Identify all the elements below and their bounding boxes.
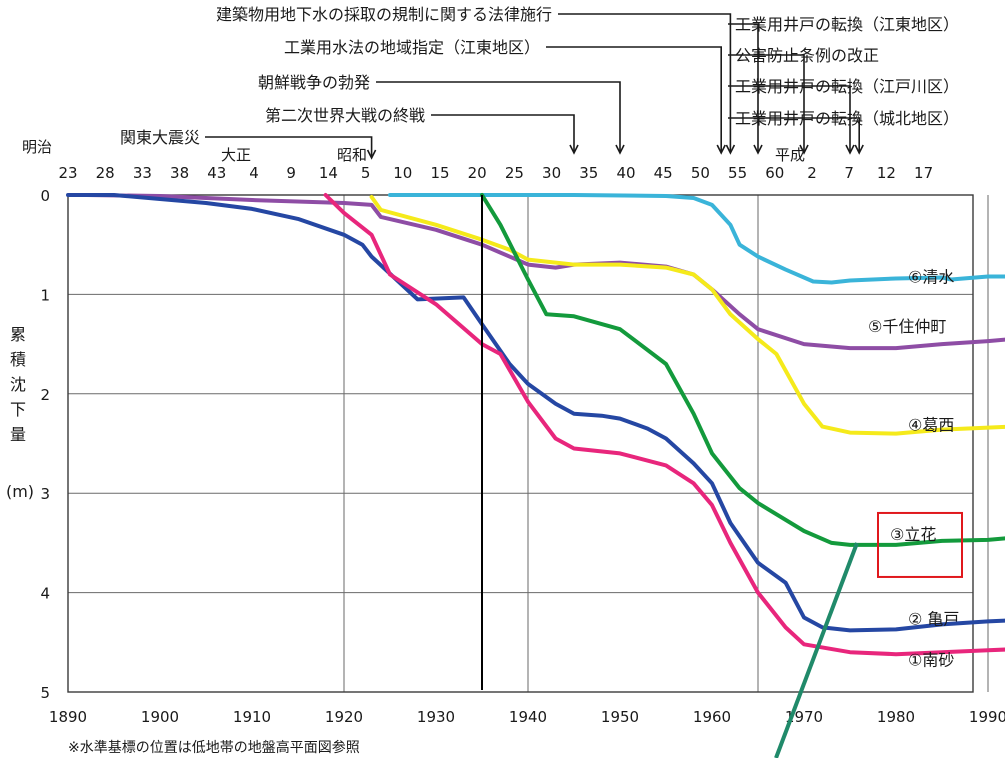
- event-arrow: [205, 136, 373, 156]
- era-tick-label: 15: [430, 164, 449, 182]
- era-tick-label: 38: [170, 164, 189, 182]
- event-arrow: [546, 46, 722, 152]
- event-arrow: [376, 81, 621, 152]
- event-arrowhead: [753, 144, 763, 155]
- era-name-label: 昭和: [337, 146, 367, 164]
- x-tick-label: 1930: [417, 708, 455, 726]
- y-axis-label-char: 量: [10, 425, 26, 444]
- event-label: 工業用水法の地域指定（江東地区）: [284, 38, 540, 57]
- event-label: 公害防止条例の改正: [735, 46, 879, 65]
- y-axis-label-char: 積: [10, 350, 26, 369]
- highlight-box: [877, 511, 963, 578]
- era-tick-label: 33: [133, 164, 152, 182]
- y-tick-label: 3: [40, 485, 50, 503]
- era-tick-label: 35: [579, 164, 598, 182]
- era-tick-label: 25: [505, 164, 524, 182]
- x-tick-label: 1900: [141, 708, 179, 726]
- series-label: ⑤千住仲町: [868, 317, 946, 336]
- series-line: [388, 193, 1005, 285]
- event-arrow: [728, 117, 860, 152]
- series-labels: ⑥清水 ⑤千住仲町 ④葛西 ③立花 ② 亀戸 ①南砂: [868, 268, 963, 669]
- event-arrow: [728, 54, 805, 152]
- series-line: [369, 195, 1005, 436]
- event-label: 朝鮮戦争の勃発: [258, 73, 370, 92]
- series-label: ② 亀戸: [908, 609, 959, 628]
- y-axis-label-char: 下: [10, 400, 26, 419]
- event-label: 工業用井戸の転換（江東地区）: [735, 15, 959, 34]
- x-axis: 1890 1900 1910 1920 1930 1940 1950 1960 1970 1980…: [49, 708, 1005, 726]
- era-tick-label: 20: [468, 164, 487, 182]
- event-label: 関東大震災: [120, 128, 200, 147]
- y-axis-unit: (m): [6, 482, 34, 501]
- era-tick-label: 60: [765, 164, 784, 182]
- grid: [68, 194, 989, 693]
- series-label: ④葛西: [908, 416, 954, 435]
- era-tick-label: 23: [58, 164, 77, 182]
- event-arrowhead: [725, 144, 736, 155]
- event-arrowhead: [716, 144, 726, 155]
- era-tick-label: 28: [96, 164, 115, 182]
- footnote: ※水準基標の位置は低地帯の地盤高平面図参照: [68, 739, 360, 756]
- era-tick-label: 43: [207, 164, 226, 182]
- event-arrowhead: [845, 144, 855, 155]
- event-arrowhead: [615, 144, 625, 155]
- era-tick-label: 40: [616, 164, 635, 182]
- era-tick-label: 17: [914, 164, 933, 182]
- series-line: [66, 193, 1005, 633]
- y-tick-label: 0: [40, 187, 50, 205]
- era-tick-label: 9: [286, 164, 296, 182]
- series-label: ⑥清水: [908, 268, 954, 287]
- y-tick-label: 5: [40, 684, 50, 702]
- era-tick-label: 4: [249, 164, 259, 182]
- era-tick-label: 10: [393, 164, 412, 182]
- series-line: [480, 193, 1005, 547]
- x-tick-label: 1990: [969, 708, 1005, 726]
- x-tick-label: 1910: [233, 708, 271, 726]
- era-axis: 明治 23 28 33 38 43 4 9 14 5 10 15 20 25 30 35 40 45 50 55 60 2…: [22, 138, 933, 182]
- event-arrowhead: [799, 144, 809, 155]
- series-lines: [66, 193, 1005, 657]
- event-arrow: [728, 85, 851, 152]
- era-tick-label: 55: [728, 164, 747, 182]
- x-tick-label: 1960: [693, 708, 731, 726]
- y-tick-label: 4: [40, 585, 50, 603]
- event-annotations: 関東大震災 第二次世界大戦の終戦 朝鮮戦争の勃発 工業用水法の地域指定（江東地区） 建築…: [120, 5, 959, 160]
- event-label: 建築物用地下水の採取の規制に関する法律施行: [216, 5, 552, 24]
- y-tick-label: 2: [40, 386, 50, 404]
- era-tick-label: 50: [691, 164, 710, 182]
- event-arrowhead: [854, 144, 864, 155]
- event-arrowhead: [569, 144, 579, 155]
- era-tick-label: 5: [361, 164, 371, 182]
- era-tick-label: 12: [877, 164, 896, 182]
- x-tick-label: 1940: [509, 708, 547, 726]
- event-arrow: [431, 114, 575, 152]
- era-name-label: 大正: [221, 146, 251, 164]
- series-label: ①南砂: [908, 650, 954, 669]
- plot-frame: [67, 194, 974, 693]
- x-tick-label: 1950: [601, 708, 639, 726]
- series-line: [323, 193, 1005, 657]
- era-tick-label: 7: [844, 164, 854, 182]
- x-tick-label: 1980: [877, 708, 915, 726]
- y-axis-label-char: 沈: [10, 375, 26, 394]
- era-tick-label: 14: [319, 164, 338, 182]
- y-tick-label: 1: [40, 286, 50, 304]
- era-tick-label: 30: [542, 164, 561, 182]
- y-axis-label-char: 累: [10, 325, 26, 344]
- event-label: 第二次世界大戦の終戦: [265, 106, 425, 125]
- era-tick-label: 2: [807, 164, 817, 182]
- event-arrowhead: [366, 149, 377, 160]
- x-tick-label: 1890: [49, 708, 87, 726]
- x-tick-label: 1920: [325, 708, 363, 726]
- series-label: ③立花: [890, 525, 936, 544]
- pointer-line: [774, 542, 859, 758]
- era-name-label: 平成: [775, 146, 805, 164]
- era-label-meiji: 明治: [22, 138, 52, 156]
- era-tick-label: 45: [654, 164, 673, 182]
- event-arrow: [558, 13, 732, 152]
- event-arrow: [728, 23, 759, 152]
